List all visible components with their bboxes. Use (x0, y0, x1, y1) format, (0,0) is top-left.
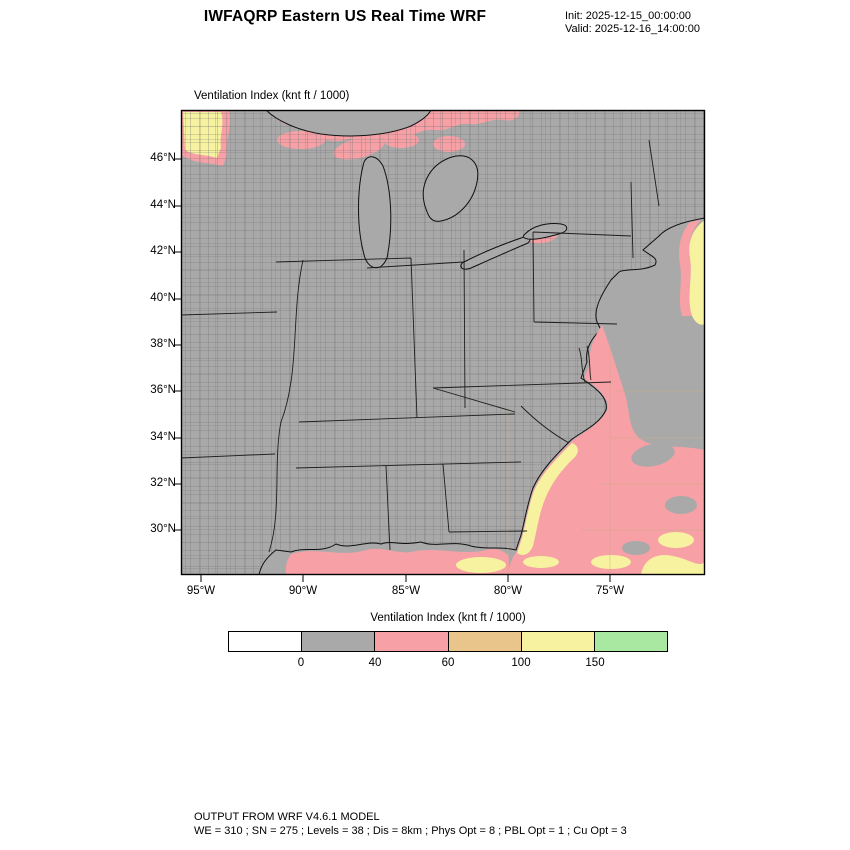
lat-tick-label: 40°N (150, 292, 176, 304)
model-config-line: WE = 310 ; SN = 275 ; Levels = 38 ; Dis … (194, 825, 627, 837)
latlon-gridlines (507, 345, 705, 575)
colorbar-segment (521, 632, 595, 651)
colorbar-tick-label: 100 (511, 657, 531, 669)
map-frame (180, 109, 706, 576)
lat-tick-label: 36°N (150, 384, 176, 396)
colorbar-segment (375, 632, 449, 651)
lon-tick-label: 80°W (493, 585, 523, 597)
colorbar-segment (594, 632, 668, 651)
lon-tick-label: 95°W (186, 585, 216, 597)
lon-tick-label: 90°W (288, 585, 318, 597)
lat-tick-label: 46°N (150, 152, 176, 164)
map-canvas (173, 108, 707, 584)
colorbar-segment (229, 632, 303, 651)
init-time: Init: 2025-12-15_00:00:00 (565, 10, 691, 22)
model-output-line: OUTPUT FROM WRF V4.6.1 MODEL (194, 811, 380, 823)
wrf-map-svg (174, 109, 706, 582)
lon-tick-label: 85°W (391, 585, 421, 597)
lat-tick-label: 42°N (150, 245, 176, 257)
lat-tick-label: 32°N (150, 477, 176, 489)
colorbar-segment (448, 632, 522, 651)
lat-tick-label: 30°N (150, 523, 176, 535)
ocean-ventilation-bands (285, 220, 705, 575)
colorbar-tick-label: 40 (368, 657, 382, 669)
lake-huron-shape (422, 155, 479, 222)
map-field-label: Ventilation Index (knt ft / 1000) (194, 90, 350, 102)
colorbar-tick-label: 60 (441, 657, 455, 669)
run-times: Init: 2025-12-15_00:00:00 Valid: 2025-12… (565, 10, 700, 36)
colorbar-title: Ventilation Index (knt ft / 1000) (370, 612, 526, 624)
lake-superior-shape (265, 110, 432, 137)
lake-michigan-shape (358, 156, 392, 269)
valid-time: Valid: 2025-12-16_14:00:00 (565, 23, 700, 35)
colorbar-segment (302, 632, 376, 651)
lat-tick-label: 34°N (150, 431, 176, 443)
great-lakes (265, 110, 568, 270)
lat-tick-label: 44°N (150, 199, 176, 211)
axis-ticks (174, 158, 611, 582)
lake-erie-shape (460, 236, 531, 270)
lon-tick-label: 75°W (595, 585, 625, 597)
lat-tick-label: 38°N (150, 338, 176, 350)
colorbar-tick-label: 0 (297, 657, 305, 669)
state-boundaries (181, 139, 660, 553)
colorbar-tick-label: 150 (585, 657, 605, 669)
page-title: IWFAQRP Eastern US Real Time WRF (203, 8, 487, 25)
colorbar (228, 631, 668, 652)
